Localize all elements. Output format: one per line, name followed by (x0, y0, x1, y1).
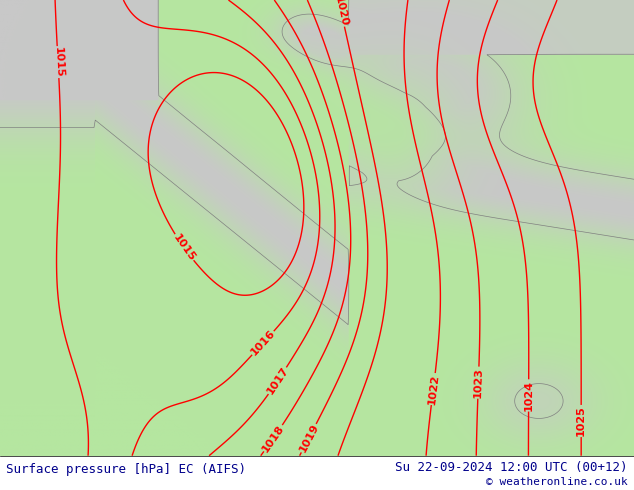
Text: Surface pressure [hPa] EC (AIFS): Surface pressure [hPa] EC (AIFS) (6, 463, 247, 476)
Text: 1024: 1024 (524, 380, 534, 411)
Text: 1018: 1018 (261, 423, 286, 454)
Text: 1015: 1015 (171, 232, 197, 263)
Text: © weatheronline.co.uk: © weatheronline.co.uk (486, 477, 628, 488)
Text: 1023: 1023 (473, 367, 484, 398)
Text: 1022: 1022 (427, 373, 440, 405)
Text: 1017: 1017 (265, 365, 290, 396)
Text: Su 22-09-2024 12:00 UTC (00+12): Su 22-09-2024 12:00 UTC (00+12) (395, 461, 628, 474)
Text: 1020: 1020 (333, 0, 349, 27)
Text: 1016: 1016 (249, 328, 277, 358)
Text: 1019: 1019 (297, 422, 320, 454)
Text: 1025: 1025 (576, 406, 586, 437)
Text: 1015: 1015 (52, 47, 64, 78)
